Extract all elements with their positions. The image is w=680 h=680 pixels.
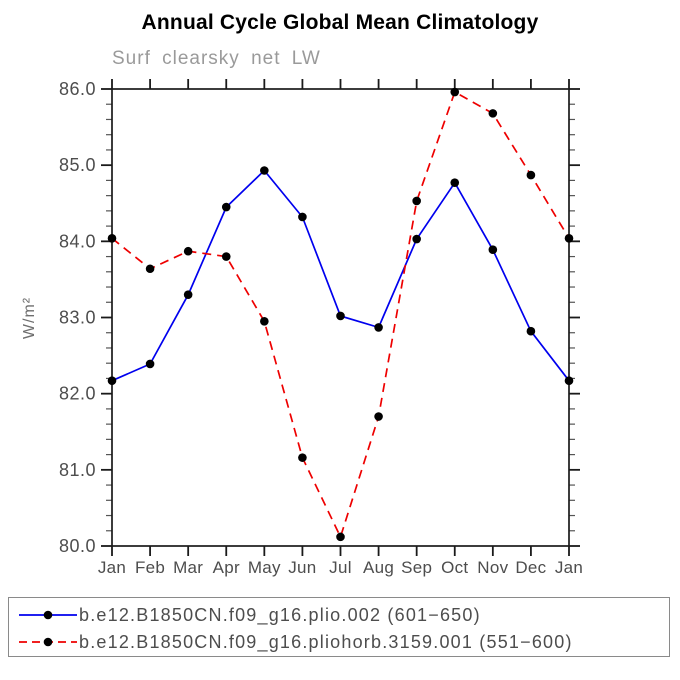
- svg-text:Dec: Dec: [515, 558, 546, 577]
- svg-text:Aug: Aug: [363, 558, 394, 577]
- svg-text:Apr: Apr: [213, 558, 240, 577]
- legend-box: b.e12.B1850CN.f09_g16.plio.002 (601−650)…: [8, 597, 670, 657]
- svg-text:Oct: Oct: [441, 558, 468, 577]
- svg-text:Jan: Jan: [98, 558, 126, 577]
- svg-text:Mar: Mar: [173, 558, 203, 577]
- legend-label-pliohorb-3159-001: b.e12.B1850CN.f09_g16.pliohorb.3159.001 …: [79, 631, 573, 652]
- svg-text:86.0: 86.0: [59, 79, 96, 99]
- svg-text:May: May: [248, 558, 281, 577]
- chart-title: Annual Cycle Global Mean Climatology: [141, 11, 539, 34]
- svg-text:Jul: Jul: [329, 558, 352, 577]
- chart-subtitle: Surf clearsky net LW: [112, 48, 321, 69]
- svg-text:Jan: Jan: [555, 558, 583, 577]
- svg-text:84.0: 84.0: [59, 231, 96, 251]
- svg-text:82.0: 82.0: [59, 384, 96, 404]
- legend-item-pliohorb-3159-001: b.e12.B1850CN.f09_g16.pliohorb.3159.001 …: [17, 629, 669, 655]
- svg-text:Feb: Feb: [135, 558, 165, 577]
- legend-label-plio-002: b.e12.B1850CN.f09_g16.plio.002 (601−650): [79, 604, 481, 625]
- legend-line-sample-dashed-red: [19, 637, 77, 647]
- svg-text:Jun: Jun: [288, 558, 316, 577]
- legend-line-sample-solid-blue: [19, 610, 77, 620]
- svg-text:81.0: 81.0: [59, 460, 96, 480]
- svg-text:Sep: Sep: [401, 558, 432, 577]
- legend-item-plio-002: b.e12.B1850CN.f09_g16.plio.002 (601−650): [17, 602, 669, 628]
- svg-text:83.0: 83.0: [59, 308, 96, 328]
- svg-text:85.0: 85.0: [59, 155, 96, 175]
- svg-text:80.0: 80.0: [59, 536, 96, 556]
- svg-text:Nov: Nov: [477, 558, 508, 577]
